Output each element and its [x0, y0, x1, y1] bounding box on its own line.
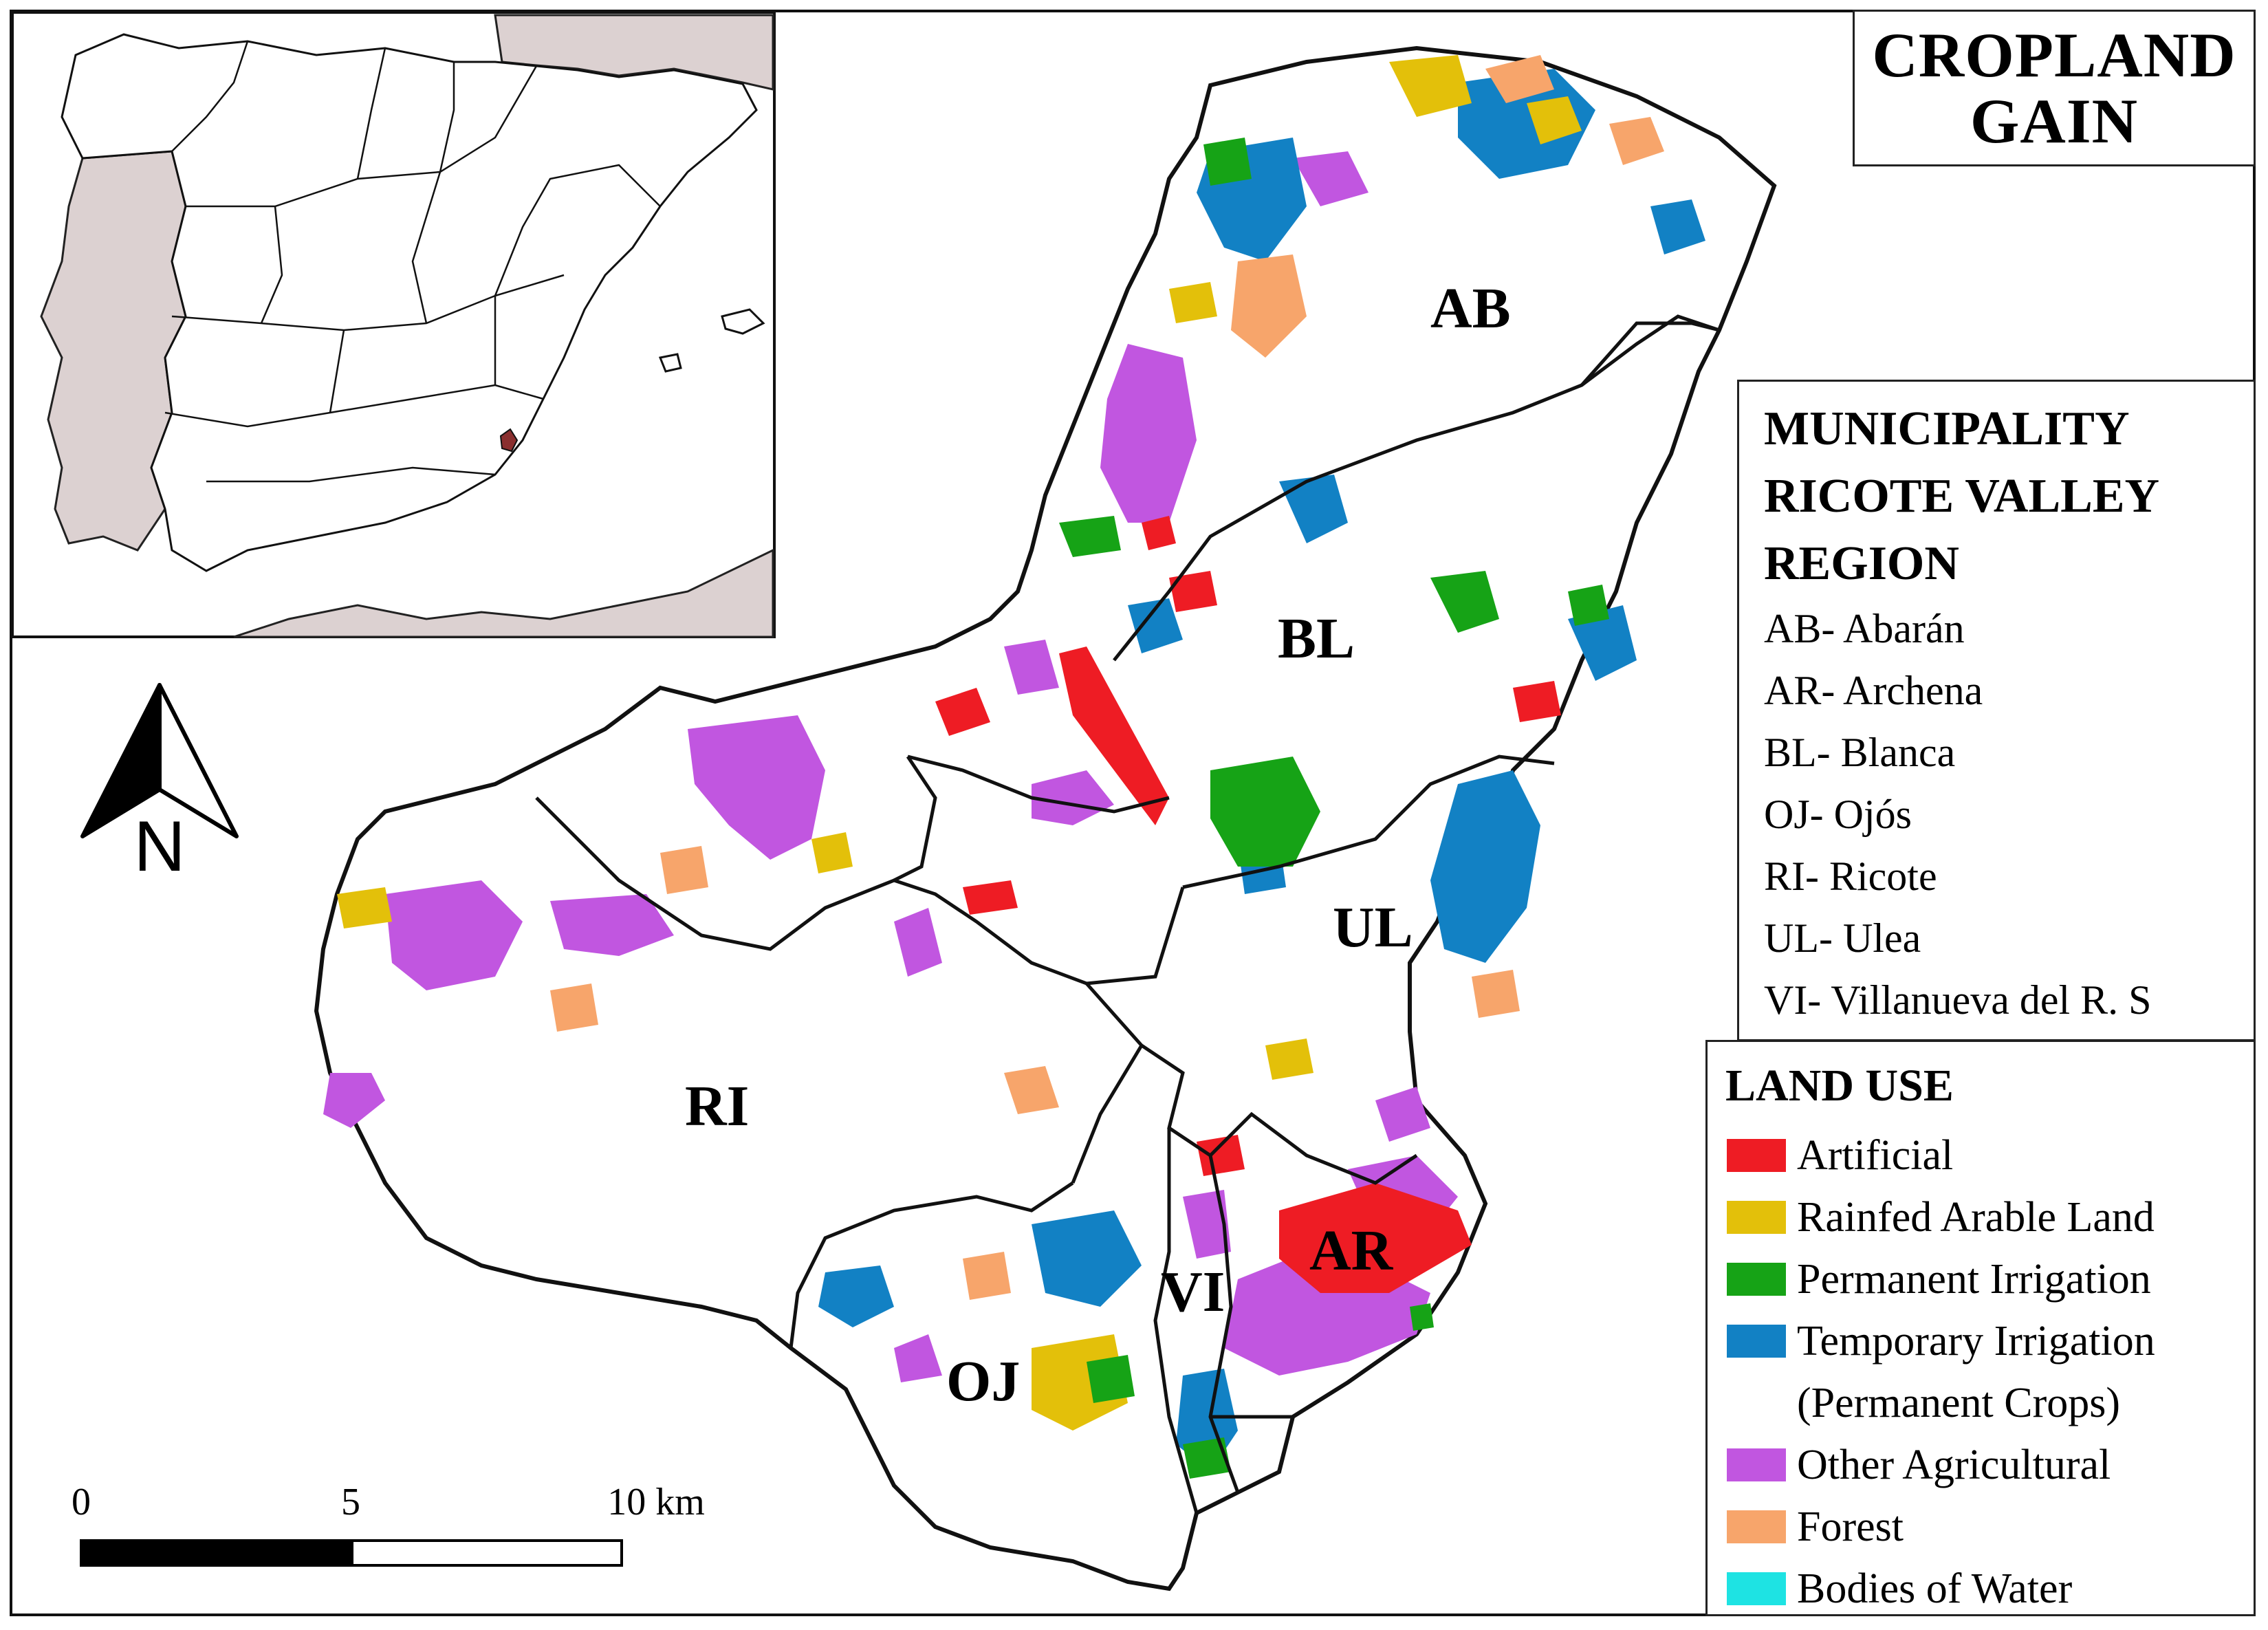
legend-row-temporary-irrigation: Temporary Irrigation (Permanent Crops) [1725, 1310, 2254, 1434]
swatch-temporary-irrigation [1727, 1325, 1786, 1358]
inset-spain [61, 33, 758, 572]
legend-row-other-agricultural: Other Agricultural [1725, 1434, 2254, 1496]
municipality-item-ar: AR- Archena [1764, 668, 1983, 713]
legend-label-rainfed-arable-land: Rainfed Arable Land [1797, 1194, 2155, 1241]
title-line-1: CROPLAND [1872, 20, 2236, 90]
municipality-item-ab: AB- Abarán [1764, 606, 1965, 651]
scale-label-10: 10 km [607, 1481, 705, 1523]
swatch-artificial [1727, 1139, 1786, 1172]
scale-bar-black-segment [80, 1539, 353, 1567]
municipality-boundaries [535, 314, 1720, 1514]
municipality-legend-heading-3: REGION [1764, 537, 1959, 590]
legend-label-temporary-irrigation: Temporary Irrigation [1797, 1318, 2155, 1365]
legend-label-forest: Forest [1797, 1503, 1904, 1550]
inset-study-area [499, 428, 519, 453]
swatch-bodies-of-water [1727, 1572, 1786, 1605]
study-area: AB BL UL RI OJ VI AR [314, 45, 1777, 1591]
legend-row-bodies-of-water: Bodies of Water [1725, 1558, 2254, 1620]
swatch-other-agricultural [1727, 1448, 1786, 1481]
legend-row-artificial: Artificial [1725, 1124, 2254, 1186]
inset-africa [233, 548, 774, 638]
label-VI: VI [1161, 1260, 1225, 1324]
label-OJ: OJ [946, 1349, 1020, 1413]
land-use-legend: LAND USE Artificial Rainfed Arable Land … [1705, 1040, 2256, 1616]
municipality-item-ri: RI- Ricote [1764, 854, 1937, 899]
label-BL: BL [1278, 607, 1355, 671]
municipality-legend: MUNICIPALITY RICOTE VALLEY REGION AB- Ab… [1737, 380, 2256, 1041]
scale-label-0: 0 [72, 1481, 91, 1523]
label-AR: AR [1309, 1219, 1394, 1283]
legend-label-permanent-irrigation: Permanent Irrigation [1797, 1256, 2151, 1303]
legend-label-artificial: Artificial [1797, 1132, 1954, 1179]
land-use-patches [323, 55, 1705, 1479]
label-AB: AB [1430, 276, 1511, 340]
legend-row-forest: Forest [1725, 1496, 2254, 1558]
label-UL: UL [1333, 895, 1413, 959]
title-box: CROPLAND GAIN [1853, 10, 2256, 166]
swatch-forest [1727, 1510, 1786, 1543]
legend-row-permanent-irrigation: Permanent Irrigation [1725, 1248, 2254, 1310]
municipality-item-bl: BL- Blanca [1764, 730, 1956, 775]
legend-row-rainfed-arable-land: Rainfed Arable Land [1725, 1186, 2254, 1248]
municipality-item-vi: VI- Villanueva del R. S [1764, 977, 2152, 1023]
label-RI: RI [685, 1074, 749, 1138]
north-arrow-letter: N [133, 807, 185, 887]
swatch-permanent-irrigation [1727, 1263, 1786, 1296]
title-line-2: GAIN [1970, 86, 2139, 156]
municipality-item-ul: UL- Ulea [1764, 915, 1921, 961]
municipality-legend-heading-2: RICOTE VALLEY [1764, 470, 2160, 523]
scale-label-5: 5 [341, 1481, 360, 1523]
scale-bar: 0 5 10 km [72, 1481, 705, 1567]
scale-bar-white-segment [351, 1539, 623, 1567]
swatch-rainfed-arable-land [1727, 1201, 1786, 1234]
inset-locator-map [11, 11, 776, 638]
municipality-legend-heading-1: MUNICIPALITY [1764, 402, 2130, 455]
north-arrow: N [80, 683, 239, 887]
legend-label-bodies-of-water: Bodies of Water [1797, 1565, 2073, 1612]
land-use-legend-title: LAND USE [1725, 1061, 1954, 1111]
municipality-item-oj: OJ- Ojós [1764, 792, 1912, 837]
legend-label-other-agricultural: Other Agricultural [1797, 1442, 2111, 1488]
legend-label-temporary-irrigation-sub: (Permanent Crops) [1797, 1380, 2121, 1426]
